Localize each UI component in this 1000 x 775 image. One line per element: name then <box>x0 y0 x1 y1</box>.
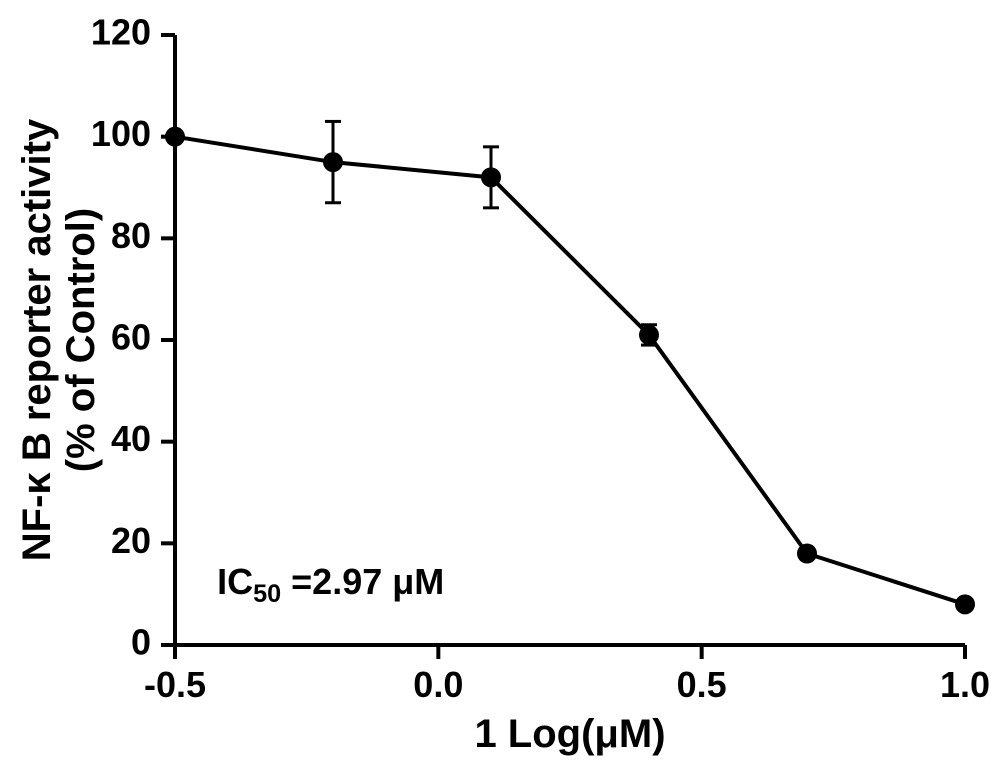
y-tick-label: 0 <box>131 622 151 663</box>
data-marker <box>639 325 659 345</box>
y-axis-label-line1: NF-κ B reporter activity <box>15 118 59 561</box>
y-tick-label: 60 <box>111 317 151 358</box>
x-tick-label: -0.5 <box>144 664 206 705</box>
x-tick-label: 0.5 <box>677 664 727 705</box>
data-marker <box>797 544 817 564</box>
y-tick-label: 40 <box>111 418 151 459</box>
data-marker <box>481 167 501 187</box>
y-tick-label: 20 <box>111 520 151 561</box>
y-axis-label-line2: (% of Control) <box>59 208 103 472</box>
y-tick-label: 80 <box>111 215 151 256</box>
chart-svg: 0 20 40 60 80 100 120 -0.5 0.0 0.5 1.0 NF-κ B repor… <box>0 0 1000 775</box>
data-marker <box>955 594 975 614</box>
data-marker <box>323 152 343 172</box>
dose-response-chart: 0 20 40 60 80 100 120 -0.5 0.0 0.5 1.0 NF-κ B repor… <box>0 0 1000 775</box>
x-tick-label: 0.0 <box>413 664 463 705</box>
x-tick-label: 1.0 <box>940 664 990 705</box>
y-tick-label: 100 <box>91 113 151 154</box>
data-marker <box>165 127 185 147</box>
ic50-annotation: IC50 =2.97 μM <box>217 561 444 608</box>
x-axis-label: 1 Log(μM) <box>474 712 665 756</box>
y-tick-label: 120 <box>91 12 151 53</box>
